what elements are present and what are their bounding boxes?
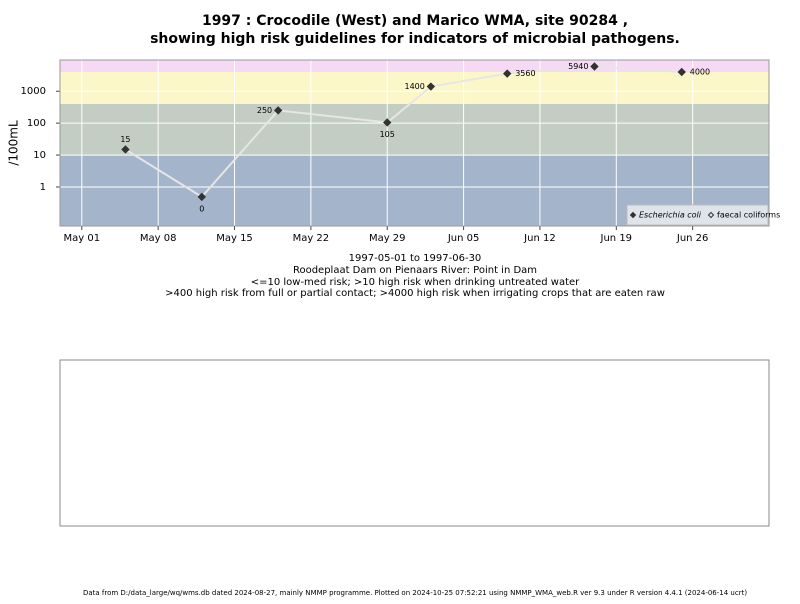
- x-tick-label: May 22: [293, 233, 330, 244]
- x-tick-label: May 08: [140, 233, 177, 244]
- data-label: 4000: [690, 67, 710, 76]
- x-tick-label: May 15: [216, 233, 253, 244]
- footer: Data from D:/data_large/wq/wms.db dated …: [83, 589, 747, 597]
- x-tick-label: May 01: [64, 233, 101, 244]
- caption: 1997-05-01 to 1997-06-30: [349, 253, 482, 264]
- legend-marker: [707, 211, 715, 219]
- data-point: [273, 106, 283, 115]
- x-tick-label: Jun 05: [447, 233, 480, 244]
- data-point: [121, 145, 130, 154]
- chart-title: showing high risk guidelines for indicat…: [150, 31, 680, 47]
- legend-label: faecal coliforms: [717, 211, 780, 220]
- data-point: [426, 82, 436, 91]
- data-label: 5940: [568, 62, 588, 71]
- legend-box: [626, 204, 769, 226]
- data-label: 15: [120, 135, 130, 144]
- data-point: [590, 62, 599, 71]
- data-label: 250: [257, 106, 272, 115]
- risk-band: [60, 103, 769, 156]
- x-tick-label: May 29: [369, 233, 406, 244]
- y-tick-label: 1000: [21, 86, 46, 97]
- risk-band: [60, 71, 769, 104]
- empty-panel: [59, 359, 770, 527]
- data-point: [383, 118, 392, 127]
- y-tick-label: 1: [40, 182, 46, 193]
- data-label: 3560: [515, 69, 535, 78]
- x-tick-label: Jun 26: [676, 233, 709, 244]
- data-point: [503, 69, 512, 78]
- data-label: 1400: [405, 82, 425, 91]
- x-tick-label: Jun 19: [600, 233, 633, 244]
- caption: Roodeplaat Dam on Pienaars River: Point …: [293, 265, 537, 276]
- legend-marker: [629, 211, 637, 219]
- risk-band: [60, 60, 769, 72]
- x-tick-label: Jun 12: [523, 233, 556, 244]
- caption: <=10 low-med risk; >10 high risk when dr…: [251, 277, 580, 288]
- data-point: [197, 192, 207, 202]
- data-point: [677, 67, 686, 77]
- data-label: 0: [199, 204, 204, 213]
- legend-label: Escherichia coli: [639, 211, 702, 220]
- data-label: 105: [380, 130, 395, 139]
- y-tick-label: 100: [27, 118, 46, 129]
- caption: >400 high risk from full or partial cont…: [165, 288, 665, 299]
- plot-frame: [59, 59, 770, 227]
- series-line: [124, 65, 682, 199]
- y-axis-label: /100mL: [7, 120, 21, 166]
- chart-title: 1997 : Crocodile (West) and Marico WMA, …: [202, 13, 628, 29]
- y-tick-label: 10: [33, 150, 46, 161]
